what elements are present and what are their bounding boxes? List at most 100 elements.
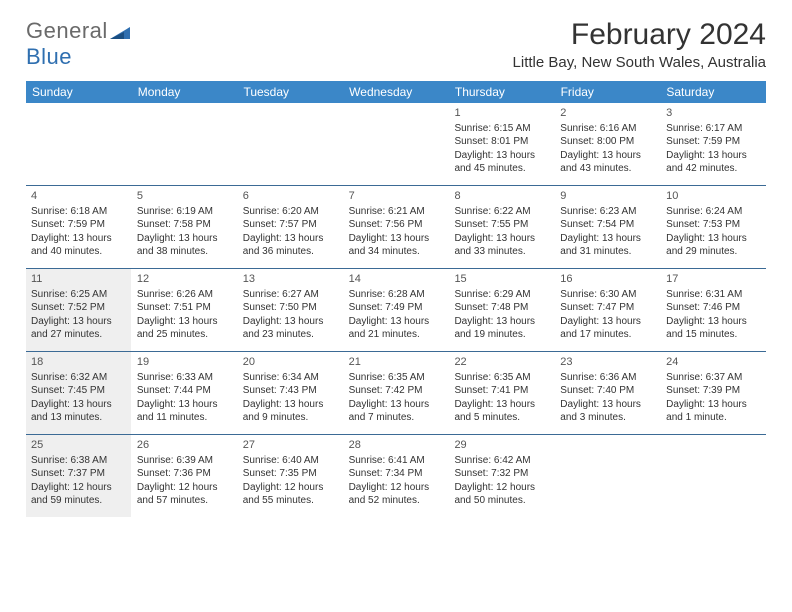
day-number: 16 <box>560 272 655 287</box>
sunset-text: Sunset: 7:55 PM <box>454 218 549 232</box>
sunrise-text: Sunrise: 6:29 AM <box>454 288 549 302</box>
sunrise-text: Sunrise: 6:35 AM <box>454 371 549 385</box>
calendar-page: General Blue February 2024 Little Bay, N… <box>0 0 792 517</box>
sunset-text: Sunset: 7:41 PM <box>454 384 549 398</box>
sunrise-text: Sunrise: 6:24 AM <box>666 205 761 219</box>
day-cell: 4Sunrise: 6:18 AMSunset: 7:59 PMDaylight… <box>26 186 132 268</box>
sunrise-text: Sunrise: 6:20 AM <box>243 205 338 219</box>
daylight1-text: Daylight: 13 hours <box>560 398 655 412</box>
daylight1-text: Daylight: 13 hours <box>31 315 126 329</box>
sunset-text: Sunset: 7:48 PM <box>454 301 549 315</box>
day-cell: 14Sunrise: 6:28 AMSunset: 7:49 PMDayligh… <box>344 269 450 351</box>
daylight1-text: Daylight: 13 hours <box>243 315 338 329</box>
sunset-text: Sunset: 7:46 PM <box>666 301 761 315</box>
sunrise-text: Sunrise: 6:33 AM <box>137 371 232 385</box>
sunrise-text: Sunrise: 6:39 AM <box>137 454 232 468</box>
day-header-row: SundayMondayTuesdayWednesdayThursdayFrid… <box>26 81 766 103</box>
daylight2-text: and 45 minutes. <box>454 162 549 176</box>
daylight1-text: Daylight: 13 hours <box>137 398 232 412</box>
day-cell <box>238 103 344 185</box>
day-number: 14 <box>349 272 444 287</box>
day-number: 22 <box>454 355 549 370</box>
sunrise-text: Sunrise: 6:30 AM <box>560 288 655 302</box>
day-cell: 27Sunrise: 6:40 AMSunset: 7:35 PMDayligh… <box>238 435 344 517</box>
day-cell: 11Sunrise: 6:25 AMSunset: 7:52 PMDayligh… <box>26 269 132 351</box>
sunset-text: Sunset: 7:59 PM <box>666 135 761 149</box>
sunset-text: Sunset: 8:00 PM <box>560 135 655 149</box>
day-number: 10 <box>666 189 761 204</box>
sunset-text: Sunset: 7:35 PM <box>243 467 338 481</box>
day-number: 24 <box>666 355 761 370</box>
day-number: 28 <box>349 438 444 453</box>
week-row: 4Sunrise: 6:18 AMSunset: 7:59 PMDaylight… <box>26 186 766 269</box>
daylight2-text: and 19 minutes. <box>454 328 549 342</box>
daylight1-text: Daylight: 12 hours <box>454 481 549 495</box>
daylight1-text: Daylight: 13 hours <box>454 149 549 163</box>
daylight1-text: Daylight: 13 hours <box>666 398 761 412</box>
day-cell: 18Sunrise: 6:32 AMSunset: 7:45 PMDayligh… <box>26 352 132 434</box>
sunset-text: Sunset: 7:34 PM <box>349 467 444 481</box>
daylight2-text: and 36 minutes. <box>243 245 338 259</box>
sunset-text: Sunset: 7:45 PM <box>31 384 126 398</box>
day-number: 18 <box>31 355 126 370</box>
day-cell: 22Sunrise: 6:35 AMSunset: 7:41 PMDayligh… <box>449 352 555 434</box>
sunrise-text: Sunrise: 6:15 AM <box>454 122 549 136</box>
day-number: 2 <box>560 106 655 121</box>
day-header: Tuesday <box>237 81 343 103</box>
day-cell: 24Sunrise: 6:37 AMSunset: 7:39 PMDayligh… <box>661 352 766 434</box>
sunset-text: Sunset: 7:32 PM <box>454 467 549 481</box>
sunrise-text: Sunrise: 6:25 AM <box>31 288 126 302</box>
day-number: 7 <box>349 189 444 204</box>
logo-text-blue: Blue <box>26 44 72 69</box>
daylight2-text: and 52 minutes. <box>349 494 444 508</box>
day-number: 13 <box>243 272 338 287</box>
sunrise-text: Sunrise: 6:35 AM <box>349 371 444 385</box>
daylight2-text: and 57 minutes. <box>137 494 232 508</box>
sunset-text: Sunset: 7:47 PM <box>560 301 655 315</box>
sunrise-text: Sunrise: 6:38 AM <box>31 454 126 468</box>
sunset-text: Sunset: 7:57 PM <box>243 218 338 232</box>
week-row: 11Sunrise: 6:25 AMSunset: 7:52 PMDayligh… <box>26 269 766 352</box>
daylight1-text: Daylight: 13 hours <box>243 398 338 412</box>
daylight2-text: and 15 minutes. <box>666 328 761 342</box>
daylight2-text: and 11 minutes. <box>137 411 232 425</box>
day-header: Monday <box>132 81 238 103</box>
day-cell: 29Sunrise: 6:42 AMSunset: 7:32 PMDayligh… <box>449 435 555 517</box>
daylight2-text: and 40 minutes. <box>31 245 126 259</box>
sunrise-text: Sunrise: 6:27 AM <box>243 288 338 302</box>
daylight1-text: Daylight: 13 hours <box>137 315 232 329</box>
location-text: Little Bay, New South Wales, Australia <box>513 54 766 71</box>
header-row: General Blue February 2024 Little Bay, N… <box>26 18 766 71</box>
daylight2-text: and 38 minutes. <box>137 245 232 259</box>
logo: General Blue <box>26 18 130 70</box>
sunrise-text: Sunrise: 6:21 AM <box>349 205 444 219</box>
day-cell: 13Sunrise: 6:27 AMSunset: 7:50 PMDayligh… <box>238 269 344 351</box>
daylight1-text: Daylight: 13 hours <box>349 232 444 246</box>
day-cell: 28Sunrise: 6:41 AMSunset: 7:34 PMDayligh… <box>344 435 450 517</box>
week-row: 1Sunrise: 6:15 AMSunset: 8:01 PMDaylight… <box>26 103 766 186</box>
day-number: 26 <box>137 438 232 453</box>
sunrise-text: Sunrise: 6:22 AM <box>454 205 549 219</box>
calendar-grid: 1Sunrise: 6:15 AMSunset: 8:01 PMDaylight… <box>26 103 766 517</box>
sunset-text: Sunset: 7:40 PM <box>560 384 655 398</box>
sunrise-text: Sunrise: 6:31 AM <box>666 288 761 302</box>
day-header: Wednesday <box>343 81 449 103</box>
day-cell: 3Sunrise: 6:17 AMSunset: 7:59 PMDaylight… <box>661 103 766 185</box>
sunset-text: Sunset: 7:52 PM <box>31 301 126 315</box>
day-cell: 16Sunrise: 6:30 AMSunset: 7:47 PMDayligh… <box>555 269 661 351</box>
sunrise-text: Sunrise: 6:26 AM <box>137 288 232 302</box>
daylight2-text: and 9 minutes. <box>243 411 338 425</box>
day-number: 27 <box>243 438 338 453</box>
daylight2-text: and 34 minutes. <box>349 245 444 259</box>
daylight2-text: and 27 minutes. <box>31 328 126 342</box>
daylight1-text: Daylight: 13 hours <box>137 232 232 246</box>
sunrise-text: Sunrise: 6:17 AM <box>666 122 761 136</box>
daylight2-text: and 25 minutes. <box>137 328 232 342</box>
day-number: 12 <box>137 272 232 287</box>
title-block: February 2024 Little Bay, New South Wale… <box>513 18 766 71</box>
sunset-text: Sunset: 7:42 PM <box>349 384 444 398</box>
daylight2-text: and 43 minutes. <box>560 162 655 176</box>
sunrise-text: Sunrise: 6:28 AM <box>349 288 444 302</box>
daylight2-text: and 23 minutes. <box>243 328 338 342</box>
day-cell <box>661 435 766 517</box>
